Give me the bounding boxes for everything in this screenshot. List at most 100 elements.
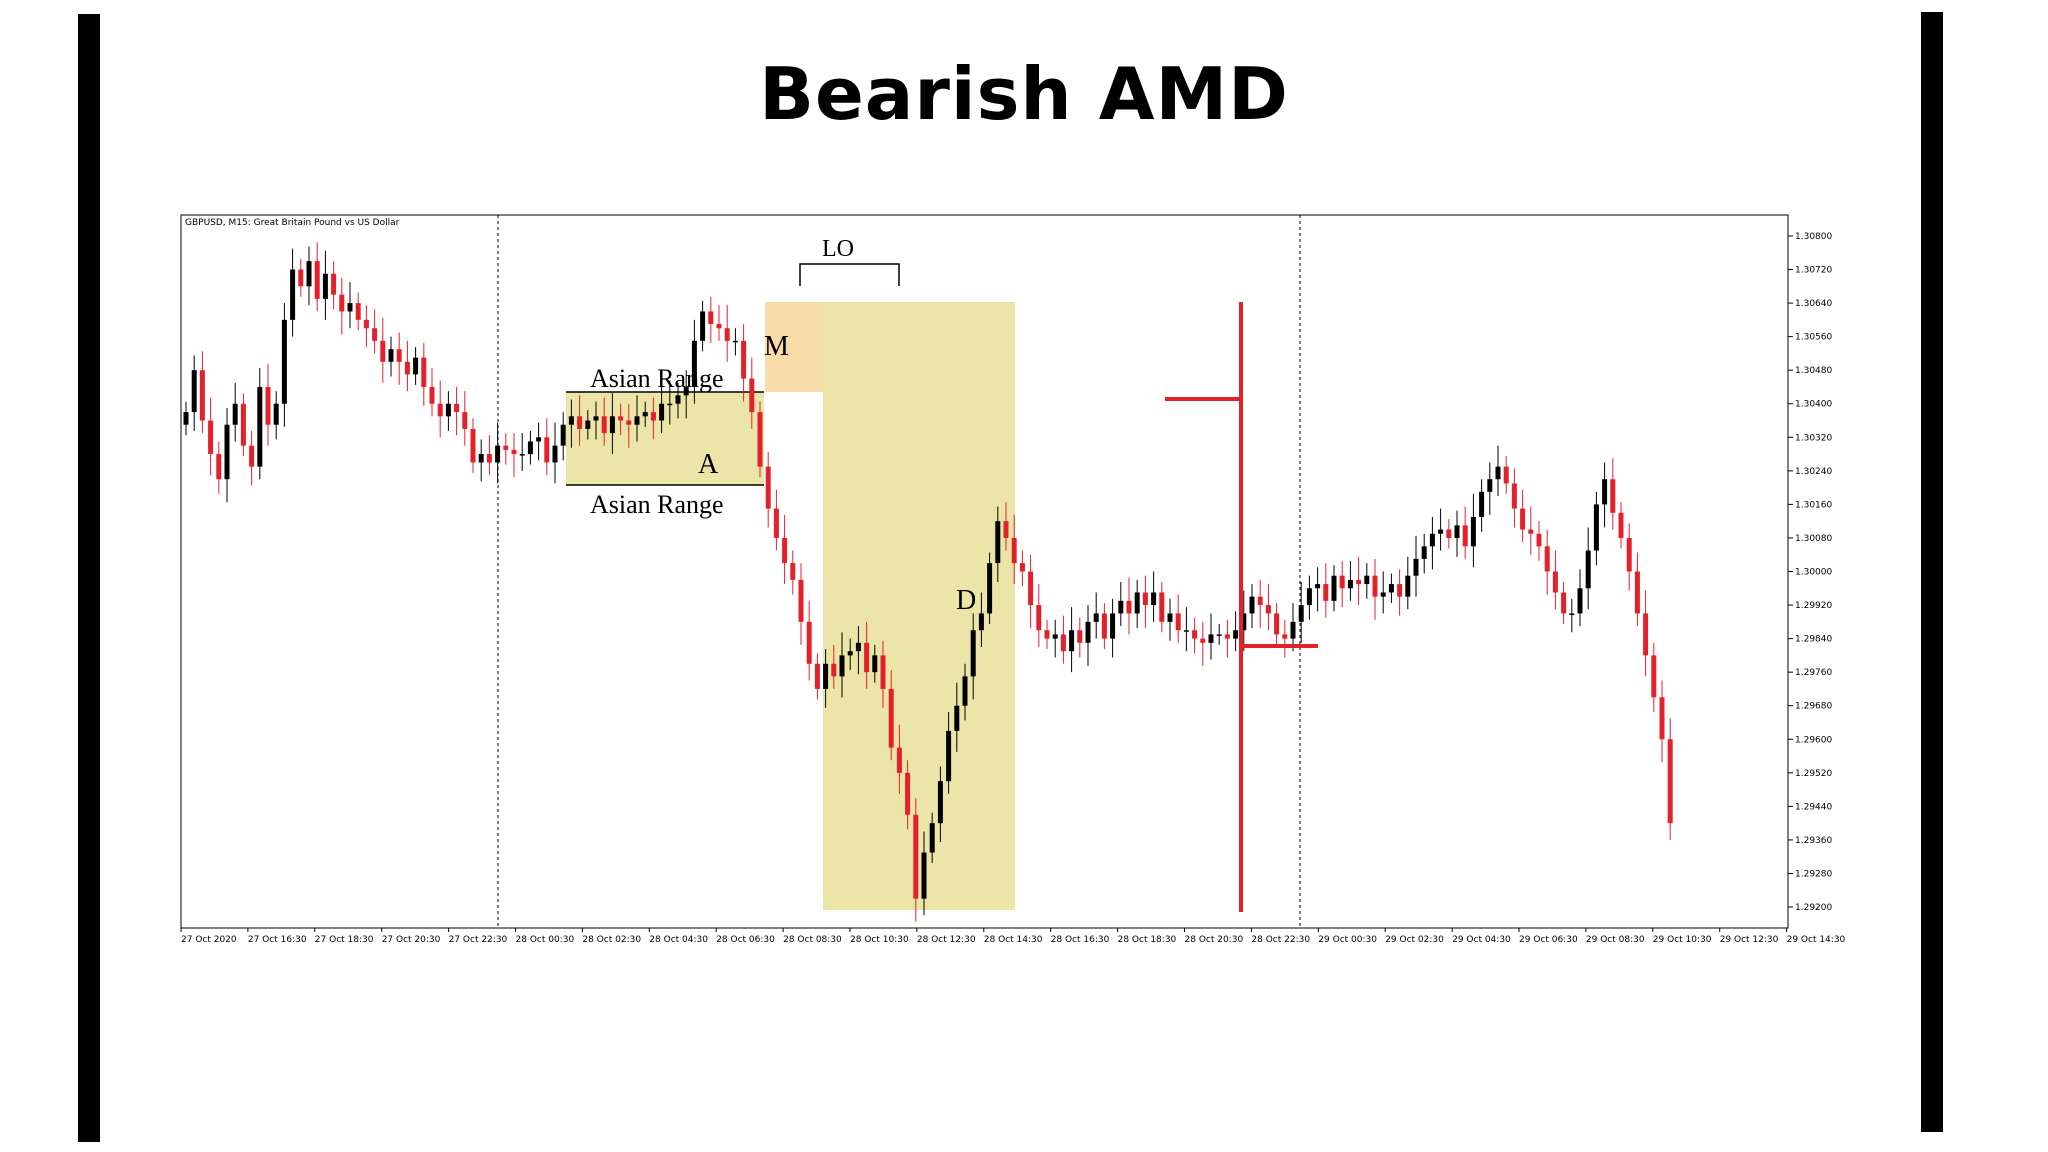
y-tick-label: 1.29200 xyxy=(1795,903,1832,913)
candle xyxy=(240,393,246,457)
x-tick-label: 29 Oct 06:30 xyxy=(1519,935,1578,945)
candle xyxy=(257,368,263,480)
candle-body xyxy=(593,416,599,421)
candle xyxy=(1200,621,1206,666)
candle-body xyxy=(987,563,993,614)
candle xyxy=(585,410,591,440)
candle-body xyxy=(962,676,968,706)
x-tick-label: 28 Oct 04:30 xyxy=(649,935,708,945)
candle-body xyxy=(1626,537,1632,572)
x-tick-label: 29 Oct 04:30 xyxy=(1452,935,1511,945)
candle xyxy=(1224,619,1230,658)
candle-body xyxy=(831,663,837,677)
candle xyxy=(855,626,861,675)
candle-body xyxy=(1421,546,1427,559)
y-tick-label: 1.29440 xyxy=(1795,802,1832,812)
candle-body xyxy=(724,328,730,341)
candle-body xyxy=(896,747,902,773)
candle xyxy=(281,303,287,427)
candle xyxy=(1110,598,1116,658)
candle xyxy=(691,319,697,404)
candle xyxy=(1372,558,1378,620)
candle-body xyxy=(765,466,771,509)
y-tick-label: 1.29360 xyxy=(1795,836,1832,846)
candle-body xyxy=(1462,525,1468,547)
candle xyxy=(782,514,788,585)
candle-body xyxy=(773,508,779,538)
candle xyxy=(593,401,599,440)
y-tick-label: 1.30080 xyxy=(1795,534,1832,544)
candle xyxy=(503,433,509,465)
candle xyxy=(634,395,640,442)
candle-body xyxy=(1388,584,1394,593)
x-tick-label: 27 Oct 22:30 xyxy=(449,935,508,945)
x-tick-label: 29 Oct 12:30 xyxy=(1720,935,1779,945)
candle-body xyxy=(511,449,517,455)
candle xyxy=(1216,623,1222,645)
candle-body xyxy=(232,403,238,425)
candle-body xyxy=(183,412,189,425)
candle xyxy=(1438,508,1444,551)
annotations-layer: Asian Range Asian Range A M LO D xyxy=(590,236,1318,912)
candle xyxy=(970,613,976,700)
candle-body xyxy=(1593,504,1599,551)
candle xyxy=(798,563,804,645)
y-tick-label: 1.29920 xyxy=(1795,601,1832,611)
y-tick-label: 1.30480 xyxy=(1795,366,1832,376)
candle xyxy=(1479,479,1485,532)
candle xyxy=(552,422,558,484)
candle xyxy=(1208,613,1214,660)
session-dividers xyxy=(497,215,1301,928)
candle xyxy=(1134,579,1140,629)
candle-body xyxy=(249,445,255,467)
candle xyxy=(380,317,386,383)
candle-body xyxy=(1634,571,1640,614)
candle-body xyxy=(609,416,615,434)
candle-body xyxy=(1118,600,1124,614)
candle-body xyxy=(1643,613,1649,656)
candle xyxy=(1142,575,1148,629)
x-tick-label: 29 Oct 14:30 xyxy=(1787,935,1846,945)
x-tick-label: 29 Oct 02:30 xyxy=(1385,935,1444,945)
candle xyxy=(609,393,615,455)
candle-body xyxy=(864,642,870,673)
candle xyxy=(404,340,410,392)
page-title: Bearish AMD xyxy=(759,52,1289,136)
candle-body xyxy=(732,340,738,343)
candle xyxy=(1495,445,1501,497)
candle-body xyxy=(1085,621,1091,643)
candle xyxy=(1118,581,1124,627)
candle xyxy=(1282,619,1288,658)
candle xyxy=(1569,598,1575,633)
candle-body xyxy=(421,357,427,387)
candle-body xyxy=(1192,630,1198,639)
candle-body xyxy=(1208,634,1214,643)
candle-body xyxy=(536,437,542,442)
candle-body xyxy=(1618,512,1624,538)
candle xyxy=(339,277,345,335)
candle-body xyxy=(626,420,632,425)
candle xyxy=(290,248,296,337)
candle-body xyxy=(216,454,222,480)
candle xyxy=(1306,575,1312,620)
candle xyxy=(1060,615,1066,664)
candle-body xyxy=(429,386,435,404)
candle xyxy=(683,370,689,419)
candle xyxy=(1520,489,1526,543)
x-tick-label: 28 Oct 02:30 xyxy=(582,935,641,945)
candle-body xyxy=(1282,634,1288,639)
candle-body xyxy=(1413,558,1419,576)
candle-body xyxy=(290,269,296,320)
candle-body xyxy=(650,412,656,421)
candle-body xyxy=(700,311,706,341)
distribution-zone xyxy=(823,302,1015,910)
candle xyxy=(921,831,927,916)
candle-body xyxy=(1569,613,1575,615)
candle xyxy=(1167,598,1173,641)
x-tick-label: 28 Oct 12:30 xyxy=(917,935,976,945)
candle xyxy=(1315,567,1321,612)
candles-layer xyxy=(183,242,1673,922)
candle-body xyxy=(191,370,197,413)
candle xyxy=(437,380,443,438)
candle-body xyxy=(1224,634,1230,639)
